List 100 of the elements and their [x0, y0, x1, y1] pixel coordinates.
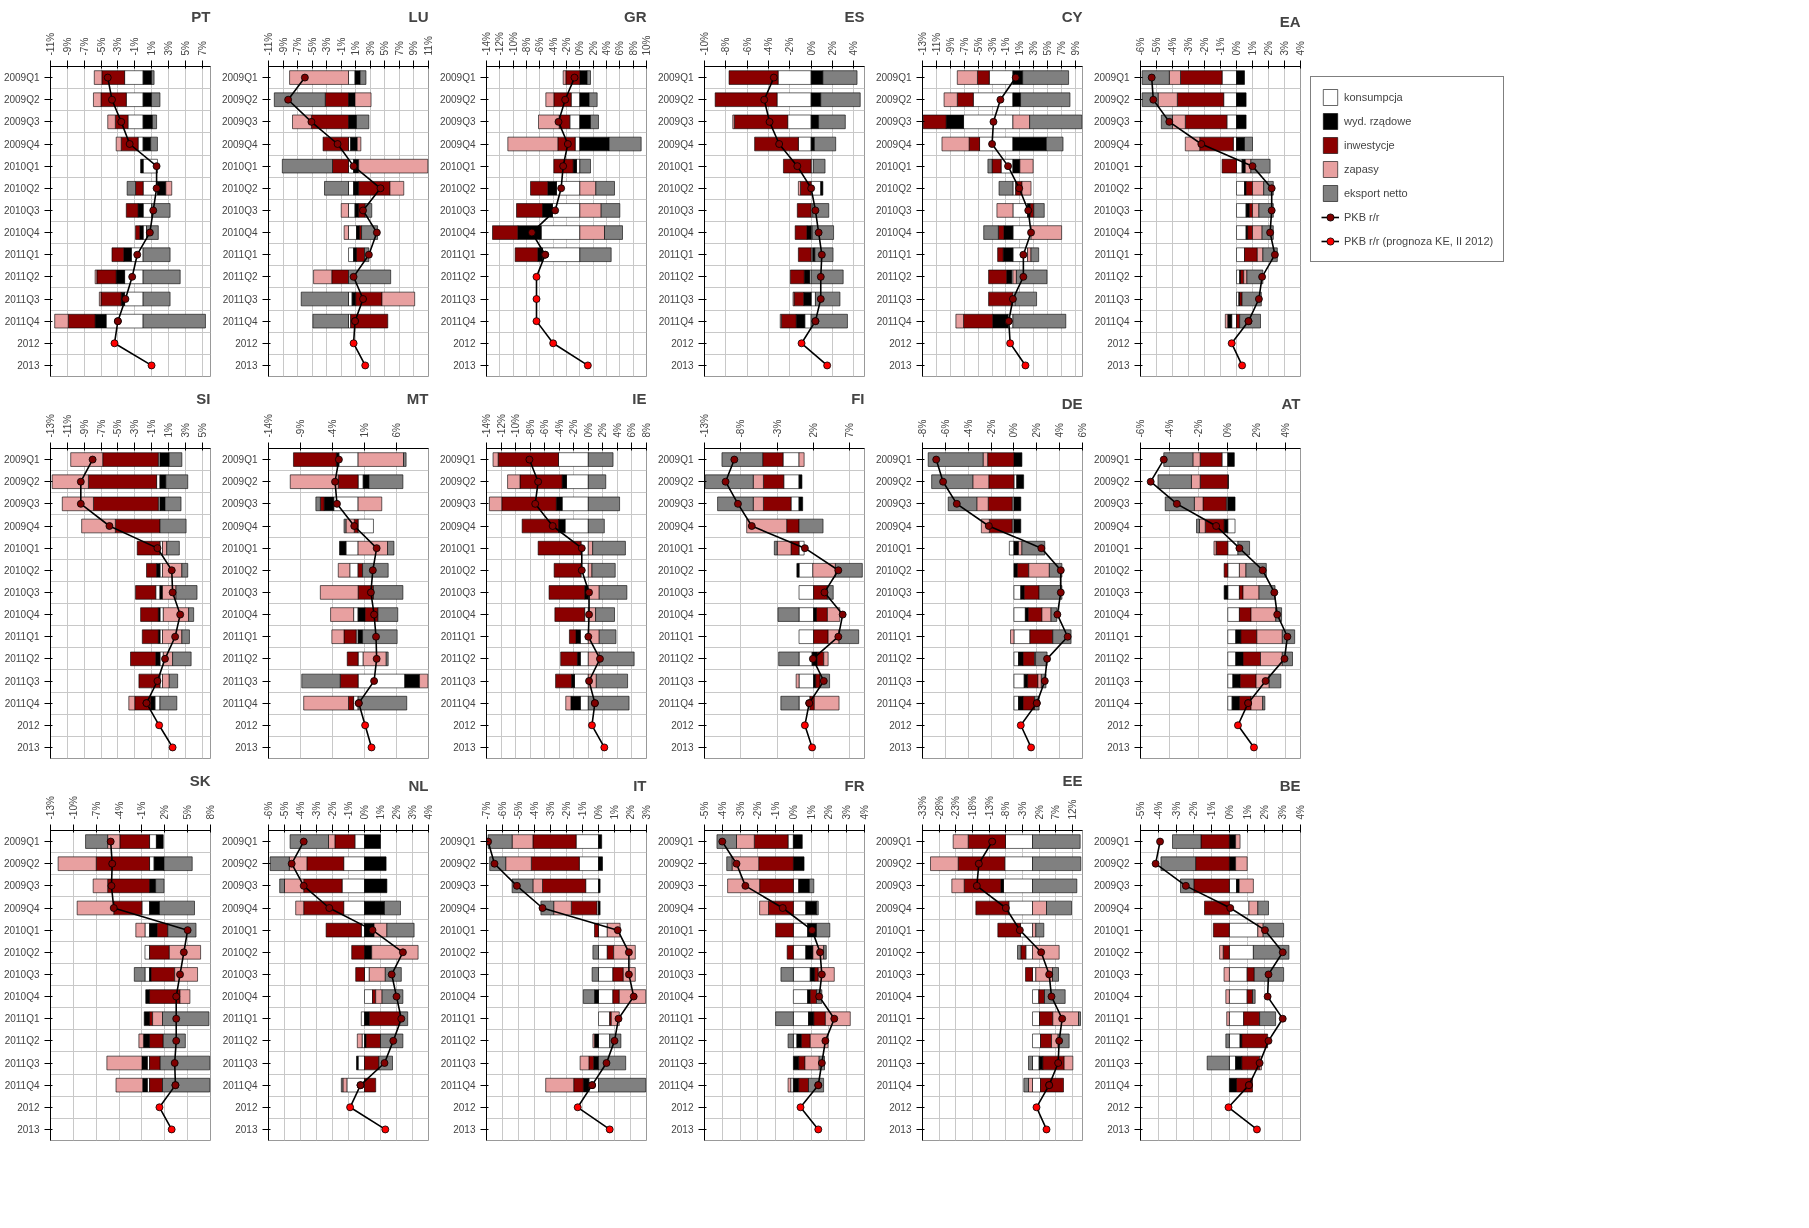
y-tick-label: 2011Q1: [1094, 631, 1130, 643]
x-tick-label: -13%: [699, 414, 710, 438]
x-tick-label: 6%: [1077, 422, 1088, 438]
x-tick-label: -12%: [494, 32, 506, 56]
x-tick-label: -3%: [129, 419, 141, 438]
y-tick-label: 2011Q4: [1094, 315, 1130, 327]
y-tick-label: 2012: [235, 1101, 258, 1113]
y-tick-label: 2010Q3: [875, 204, 912, 216]
legend-label: inwestycje: [1344, 139, 1395, 151]
x-tick-label: 5%: [179, 40, 191, 56]
x-tick-label: -1%: [136, 801, 148, 820]
y-tick-label: 2010Q4: [221, 991, 258, 1003]
y-tick-label: 2011Q1: [658, 249, 694, 261]
y-tick-label: 2011Q1: [876, 1013, 912, 1025]
y-tick-label: 2010Q2: [221, 946, 258, 958]
y-tick-label: 2010Q4: [1093, 609, 1130, 621]
y-tick-label: 2011Q4: [1094, 1079, 1130, 1091]
y-tick-label: 2011Q4: [4, 1079, 40, 1091]
y-tick-label: 2011Q3: [1094, 293, 1130, 305]
x-tick-label: -4%: [113, 801, 125, 820]
chart-title: EE: [1062, 771, 1083, 789]
x-tick-label: -8%: [720, 37, 732, 56]
y-tick-label: 2012: [453, 1101, 476, 1113]
y-tick-label: 2010Q4: [3, 609, 40, 621]
y-tick-label: 2011Q3: [222, 1057, 258, 1069]
x-tick-label: 0%: [593, 804, 604, 820]
x-tick-label: 8%: [205, 804, 216, 820]
y-tick-label: 2010Q2: [439, 946, 476, 958]
y-tick-label: 2009Q3: [1093, 880, 1130, 892]
x-tick-label: -6%: [263, 801, 274, 820]
x-tick-label: 4%: [859, 804, 870, 820]
x-tick-label: 10%: [641, 35, 652, 56]
x-tick-label: 2%: [1259, 804, 1271, 820]
x-tick-label: -3%: [112, 37, 124, 56]
y-tick-label: 2010Q1: [1093, 160, 1130, 172]
chart-title: BE: [1279, 776, 1301, 794]
chart-title: ES: [844, 7, 865, 25]
x-tick-label: 2%: [808, 422, 820, 438]
y-tick-label: 2009Q3: [3, 498, 40, 510]
y-tick-label: 2009Q2: [657, 858, 694, 870]
x-tick-label: 3%: [641, 804, 652, 820]
x-tick-label: 12%: [1067, 799, 1078, 820]
y-tick-label: 2010Q2: [875, 946, 912, 958]
x-tick-label: -7%: [78, 37, 90, 56]
y-tick-label: 2009Q2: [657, 476, 694, 488]
x-tick-label: 1%: [146, 40, 158, 56]
y-tick-label: 2013: [453, 741, 476, 753]
y-tick-label: 2010Q1: [439, 924, 476, 936]
x-tick-label: -10%: [507, 32, 519, 56]
chart-title: EA: [1279, 12, 1301, 30]
y-tick-label: 2009Q2: [3, 858, 40, 870]
x-tick-label: -4%: [763, 37, 774, 56]
y-tick-label: 2010Q4: [3, 991, 40, 1003]
x-tick-label: -6%: [497, 801, 508, 820]
y-tick-label: 2011Q2: [1094, 271, 1130, 283]
y-tick-label: 2010Q3: [1093, 204, 1130, 216]
x-tick-label: 5%: [1042, 40, 1054, 56]
y-tick-label: 2010Q2: [1093, 946, 1130, 958]
y-tick-label: 2009Q3: [657, 880, 694, 892]
y-tick-label: 2012: [17, 719, 40, 731]
x-tick-label: -1%: [146, 419, 158, 438]
x-tick-label: -7%: [95, 419, 107, 438]
y-tick-label: 2009Q3: [439, 880, 476, 892]
y-tick-label: 2010Q3: [875, 586, 912, 598]
y-tick-label: 2011Q3: [1094, 675, 1130, 687]
y-tick-label: 2011Q4: [876, 315, 912, 327]
y-tick-label: 2009Q1: [221, 836, 258, 848]
y-tick-label: 2010Q1: [1093, 924, 1130, 936]
x-tick-label: 4%: [423, 804, 434, 820]
y-tick-label: 2010Q3: [657, 204, 694, 216]
y-tick-label: 2012: [235, 337, 258, 349]
y-tick-label: 2009Q2: [3, 94, 40, 106]
x-tick-label: -2%: [752, 801, 764, 820]
y-tick-label: 2010Q1: [439, 542, 476, 554]
y-tick-label: 2010Q4: [221, 609, 258, 621]
y-tick-label: 2009Q1: [439, 72, 476, 84]
x-tick-label: -5%: [1151, 37, 1162, 56]
x-tick-label: -10%: [510, 414, 522, 438]
y-tick-label: 2010Q1: [875, 160, 912, 172]
y-tick-label: 2009Q4: [3, 902, 40, 914]
x-tick-label: -28%: [933, 796, 945, 820]
y-tick-label: 2009Q4: [221, 902, 258, 914]
y-tick-label: 2013: [17, 1123, 40, 1135]
x-tick-label: 3%: [1279, 40, 1290, 56]
x-tick-label: -11%: [930, 32, 942, 56]
y-tick-label: 2013: [1107, 741, 1130, 753]
x-tick-label: 2%: [1033, 804, 1045, 820]
x-tick-label: 7%: [393, 40, 405, 56]
x-tick-label: -10%: [699, 32, 710, 56]
x-tick-label: -7%: [481, 801, 492, 820]
x-tick-label: 3%: [1277, 804, 1289, 820]
y-tick-label: 2011Q3: [876, 293, 912, 305]
y-tick-label: 2011Q1: [222, 1013, 258, 1025]
y-tick-label: 2010Q2: [3, 564, 40, 576]
y-tick-label: 2011Q4: [876, 697, 912, 709]
y-tick-label: 2012: [17, 1101, 40, 1113]
y-tick-label: 2013: [671, 359, 694, 371]
y-tick-label: 2010Q1: [875, 542, 912, 554]
y-tick-label: 2010Q1: [221, 924, 258, 936]
y-tick-label: 2009Q1: [1093, 836, 1130, 848]
